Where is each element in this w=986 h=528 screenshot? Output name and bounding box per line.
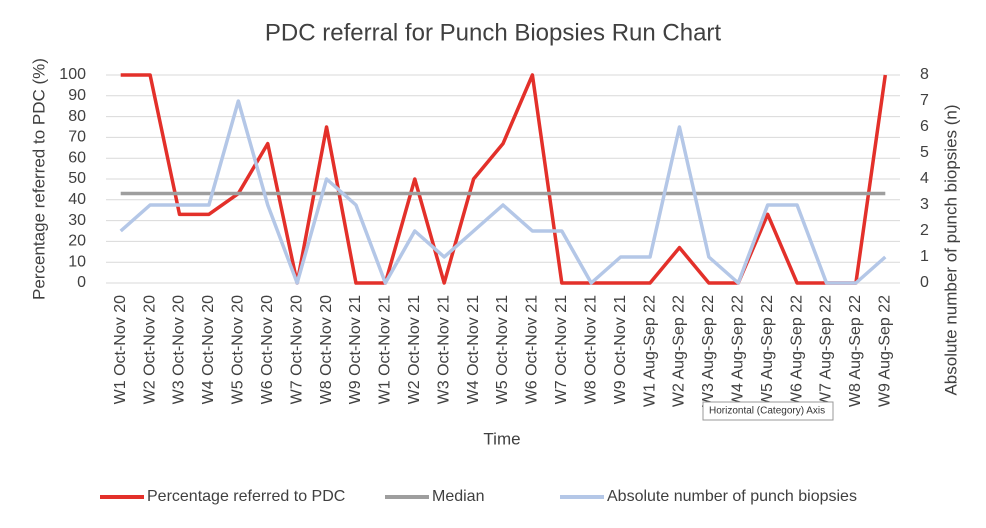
y2-axis-title: Absolute number of punch biopsies (n) — [941, 104, 960, 395]
x-tick-label: W6 Aug-Sep 22 — [788, 295, 805, 407]
x-tick-label: W4 Oct-Nov 20 — [200, 295, 217, 404]
x-tick-label: W6 Oct-Nov 21 — [524, 295, 541, 404]
x-tick-label: W9 Aug-Sep 22 — [877, 295, 894, 407]
x-tick-label: W8 Oct-Nov 20 — [318, 295, 335, 404]
x-tick-label: W9 Oct-Nov 21 — [612, 295, 629, 404]
y-tick-label: 70 — [68, 129, 86, 146]
legend-label: Median — [432, 488, 484, 505]
y-tick-label: 80 — [68, 108, 86, 125]
y2-tick-label: 3 — [920, 196, 929, 213]
series-line — [119, 99, 887, 285]
y2-tick-label: 6 — [920, 118, 929, 135]
x-tick-label: W1 Oct-Nov 21 — [377, 295, 394, 404]
x-tick-label: W6 Oct-Nov 20 — [259, 295, 276, 404]
series-line — [120, 73, 888, 285]
x-tick-label: W9 Oct-Nov 21 — [347, 295, 364, 404]
y2-tick-label: 5 — [920, 144, 929, 161]
y-tick-label: 100 — [59, 66, 86, 83]
x-tick-label: W2 Oct-Nov 21 — [406, 295, 423, 404]
x-tick-label: W4 Oct-Nov 21 — [465, 295, 482, 404]
tooltip: Horizontal (Category) Axis — [702, 401, 834, 421]
x-tick-label: W5 Oct-Nov 20 — [230, 295, 247, 404]
y-tick-label: 0 — [77, 274, 86, 291]
tooltip-box — [702, 401, 834, 421]
y2-tick-label: 1 — [920, 248, 929, 265]
x-tick-label: W4 Aug-Sep 22 — [729, 295, 746, 407]
x-tick-label: W2 Aug-Sep 22 — [671, 295, 688, 407]
y-tick-label: 40 — [68, 191, 86, 208]
tooltip-text: Horizontal (Category) Axis — [709, 406, 825, 417]
y-tick-label: 90 — [68, 87, 86, 104]
y-tick-label: 10 — [68, 253, 86, 270]
x-tick-label: W7 Aug-Sep 22 — [818, 295, 835, 407]
x-tick-label: W8 Oct-Nov 21 — [582, 295, 599, 404]
chart-title: PDC referral for Punch Biopsies Run Char… — [265, 19, 722, 46]
y2-tick-label: 2 — [920, 222, 929, 239]
x-axis-title: Time — [483, 429, 520, 448]
legend-label: Absolute number of punch biopsies — [607, 488, 857, 505]
y-tick-label: 30 — [68, 212, 86, 229]
x-tick-label: W2 Oct-Nov 20 — [141, 295, 158, 404]
y2-tick-label: 7 — [920, 92, 929, 109]
x-tick-label: W3 Oct-Nov 21 — [435, 295, 452, 404]
y-tick-label: 60 — [68, 149, 86, 166]
x-tick-label: W3 Aug-Sep 22 — [700, 295, 717, 407]
x-tick-label: W7 Oct-Nov 21 — [553, 295, 570, 404]
x-tick-label: W1 Aug-Sep 22 — [641, 295, 658, 407]
y2-tick-label: 0 — [920, 274, 929, 291]
x-tick-label: W7 Oct-Nov 20 — [288, 295, 305, 404]
x-tick-label: W5 Aug-Sep 22 — [759, 295, 776, 407]
x-tick-label: W8 Aug-Sep 22 — [847, 295, 864, 407]
legend-label: Percentage referred to PDC — [147, 488, 345, 505]
y2-tick-label: 8 — [920, 66, 929, 83]
y-tick-label: 50 — [68, 170, 86, 187]
x-tick-label: W5 Oct-Nov 21 — [494, 295, 511, 404]
y-axis-title: Percentage referred to PDC (%) — [29, 58, 48, 300]
x-tick-label: W3 Oct-Nov 20 — [171, 295, 188, 404]
y-tick-label: 20 — [68, 233, 86, 250]
y2-tick-label: 4 — [920, 170, 929, 187]
x-tick-label: W1 Oct-Nov 20 — [112, 295, 129, 404]
